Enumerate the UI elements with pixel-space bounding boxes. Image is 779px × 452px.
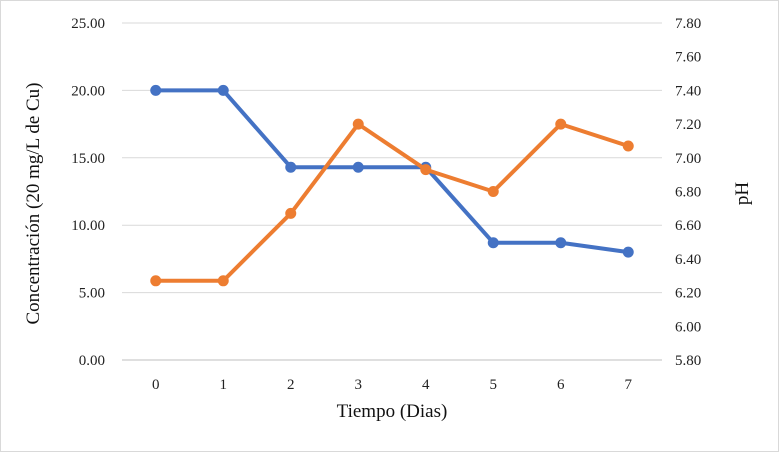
- right-y-tick-label: 5.80: [675, 353, 701, 369]
- series-2-point: [352, 118, 364, 130]
- series-2-point: [487, 186, 499, 197]
- x-tick-label: 3: [355, 377, 363, 393]
- series-1-point: [555, 237, 567, 249]
- series-1-point: [487, 237, 499, 249]
- right-y-tick-label: 6.80: [675, 185, 701, 201]
- left-y-tick-label: 20.00: [71, 83, 105, 99]
- gridlines: [122, 22, 662, 361]
- x-axis-title: Tiempo (Dias): [337, 401, 448, 422]
- right-y-tick-label: 7.80: [675, 16, 701, 32]
- series-2-point: [555, 118, 567, 130]
- right-y-tick-label: 6.00: [675, 319, 701, 335]
- left-y-tick-label: 5.00: [79, 286, 105, 302]
- x-tick-label: 6: [557, 377, 565, 393]
- right-y-axis-ticks: 5.80 6.00 6.20 6.40 6.60 6.80 7.00 7.20 7.40 7.60…: [675, 16, 701, 369]
- right-y-tick-label: 6.20: [675, 286, 701, 302]
- series-group: [150, 84, 634, 287]
- left-y-tick-label: 15.00: [71, 151, 105, 167]
- series-1-point: [352, 161, 364, 173]
- right-y-tick-label: 7.40: [675, 83, 701, 99]
- left-y-tick-label: 10.00: [71, 218, 105, 234]
- series-2-point: [285, 207, 297, 219]
- left-y-tick-label: 25.00: [71, 16, 105, 32]
- right-y-tick-label: 7.20: [675, 117, 701, 133]
- series-2-point: [150, 275, 162, 287]
- series-1-point: [150, 84, 162, 96]
- series-1-point: [622, 246, 634, 258]
- right-y-axis-title: pH: [732, 182, 753, 206]
- x-tick-label: 1: [220, 377, 228, 393]
- right-y-tick-label: 6.60: [675, 218, 701, 234]
- x-tick-label: 5: [490, 377, 498, 393]
- x-tick-label: 2: [287, 377, 295, 393]
- right-y-tick-label: 6.40: [675, 252, 701, 268]
- left-y-axis-title: Concentración (20 mg/L de Cu): [23, 82, 44, 324]
- left-y-axis-ticks: 0.00 5.00 10.00 15.00 20.00 25.00: [71, 16, 105, 369]
- x-tick-label: 7: [625, 377, 633, 393]
- right-y-tick-label: 7.60: [675, 50, 701, 66]
- x-tick-label: 0: [152, 377, 160, 393]
- series-2-point: [217, 275, 229, 287]
- right-y-tick-label: 7.00: [675, 151, 701, 167]
- x-axis: 0 1 2 3 4 5 6 7: [122, 359, 662, 393]
- x-tick-label: 4: [422, 377, 430, 393]
- series-1-point: [285, 161, 297, 173]
- left-y-tick-label: 0.00: [79, 353, 105, 369]
- series-line-1: [153, 88, 631, 255]
- series-2-point: [622, 140, 634, 152]
- series-1-point: [217, 84, 229, 96]
- series-line-2: [153, 122, 631, 283]
- series-2-point: [420, 164, 432, 176]
